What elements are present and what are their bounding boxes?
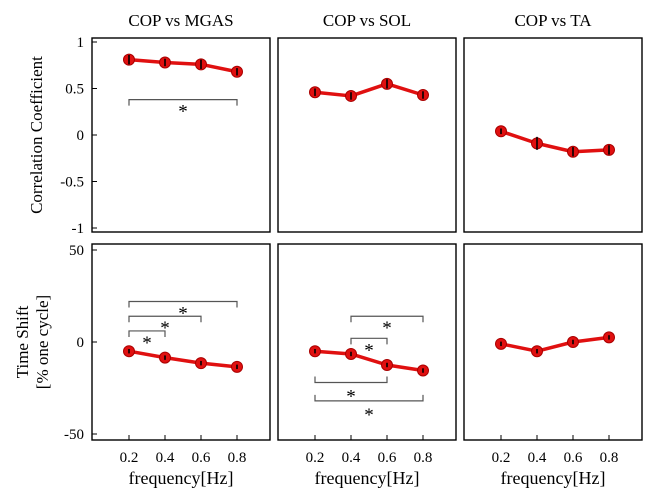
- x-tick-label: 0.4: [342, 450, 361, 466]
- significance-star: *: [364, 405, 374, 426]
- significance-star: *: [364, 340, 374, 361]
- panel-6: 0.2 0.4 0.6 0.8 frequency[Hz]: [463, 243, 643, 488]
- significance-bracket: [128, 315, 202, 323]
- panel-1: COP vs MGAS 1 0.5 0 -0.5 -1 *: [60, 11, 271, 237]
- y-tick-label: 0: [77, 128, 85, 144]
- significance-bracket: [350, 337, 388, 345]
- series-line: [314, 349, 424, 373]
- x-tick-label: 0.2: [120, 450, 139, 466]
- series-line: [500, 335, 610, 353]
- significance-star: *: [178, 102, 188, 123]
- y-axis-label-line: [% one cycle]: [33, 295, 52, 389]
- series-line: [314, 82, 424, 98]
- significance-bracket: [314, 394, 424, 402]
- x-tick-label: 0.2: [492, 450, 511, 466]
- significance-bracket: [314, 376, 388, 384]
- y-tick-label: -50: [64, 427, 84, 443]
- series-line: [500, 129, 610, 154]
- y-tick-label: 0.5: [65, 82, 84, 98]
- significance-bracket: [128, 300, 238, 308]
- panel-title: COP vs TA: [514, 11, 592, 30]
- significance-star: *: [382, 318, 392, 339]
- x-axis-label: frequency[Hz]: [315, 468, 420, 488]
- significance-star: *: [160, 318, 170, 339]
- panel-frame: [463, 243, 643, 441]
- significance-star: *: [142, 333, 152, 354]
- y-tick-label: -0.5: [60, 175, 84, 191]
- panel-5: 0.2 0.4 0.6 0.8 frequency[Hz] * * * *: [277, 243, 457, 488]
- panel-frame: [91, 243, 271, 441]
- panel-title: COP vs MGAS: [128, 11, 233, 30]
- panel-frame: [463, 37, 643, 233]
- y-tick-label: 50: [69, 243, 84, 259]
- x-tick-label: 0.8: [414, 450, 433, 466]
- y-tick-label: 0: [77, 335, 85, 351]
- panel-4: 50 0 -50 0.2 0.4 0.6 0.8 frequency[Hz] * * *: [64, 243, 271, 488]
- x-tick-label: 0.8: [228, 450, 247, 466]
- panel-frame: [91, 37, 271, 233]
- panel-3: COP vs TA: [463, 11, 643, 233]
- x-tick-label: 0.6: [192, 450, 211, 466]
- significance-star: *: [346, 386, 356, 407]
- x-tick-label: 0.6: [564, 450, 583, 466]
- x-tick-label: 0.6: [378, 450, 397, 466]
- x-axis-label: frequency[Hz]: [501, 468, 606, 488]
- x-tick-label: 0.2: [306, 450, 325, 466]
- x-tick-label: 0.4: [156, 450, 175, 466]
- panel-frame: [277, 37, 457, 233]
- series-line: [128, 57, 238, 74]
- significance-bracket: [350, 315, 424, 323]
- x-axis-label: frequency[Hz]: [129, 468, 234, 488]
- panel-2: COP vs SOL: [277, 11, 457, 233]
- x-tick-label: 0.8: [600, 450, 619, 466]
- y-tick-label: 1: [77, 35, 85, 51]
- significance-bracket: [128, 330, 166, 337]
- y-tick-label: -1: [72, 221, 85, 237]
- y-axis-label-correlation: Correlation Coefficient: [27, 56, 46, 214]
- series-line: [128, 349, 238, 369]
- x-tick-label: 0.4: [528, 450, 547, 466]
- y-axis-label-time-shift: Time Shift[% one cycle]: [13, 295, 52, 389]
- significance-bracket: [128, 99, 238, 106]
- significance-star: *: [178, 304, 188, 325]
- panel-frame: [277, 243, 457, 441]
- panel-title: COP vs SOL: [323, 11, 411, 30]
- y-axis-label-line: Time Shift: [13, 305, 32, 378]
